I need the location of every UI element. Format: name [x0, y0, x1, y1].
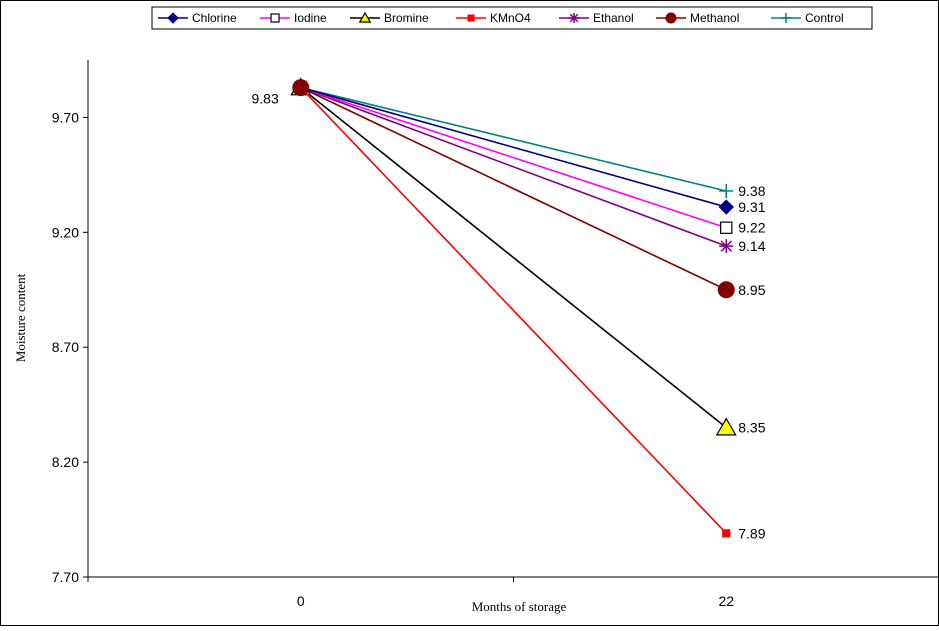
y-tick-label: 7.70: [52, 569, 79, 585]
legend-entry: Chlorine: [158, 11, 237, 25]
data-point: [719, 183, 734, 198]
legend-label: Chlorine: [192, 11, 237, 25]
series-line: [300, 86, 727, 291]
legend-label: KMnO4: [490, 11, 531, 25]
data-point: [720, 221, 733, 234]
end-value-label: 8.35: [738, 420, 765, 436]
series-layer: [290, 77, 737, 538]
legend-label: Iodine: [294, 11, 327, 25]
legend-entry: Iodine: [260, 11, 327, 25]
series-methanol: [292, 79, 735, 299]
data-point: [781, 13, 791, 23]
end-value-label: 9.22: [738, 220, 765, 236]
data-point: [167, 12, 179, 24]
end-value-label: 9.14: [738, 238, 765, 254]
series-line: [300, 86, 727, 429]
data-point: [715, 417, 737, 436]
series-line: [300, 87, 727, 534]
series-line: [300, 86, 727, 208]
legend-entry: KMnO4: [456, 11, 531, 25]
data-point: [665, 12, 677, 24]
data-point: [717, 281, 735, 299]
legend-label: Ethanol: [593, 11, 634, 25]
x-tick-label: 0: [297, 593, 305, 609]
legend: Chlorine Iodine Bromine KMnO4 Ethanol Methano…: [151, 6, 873, 30]
end-value-label: 9.31: [738, 199, 765, 215]
end-value-label: 7.89: [738, 525, 765, 541]
data-point: [358, 11, 372, 23]
y-tick-label: 9.70: [52, 109, 79, 125]
legend-label: Control: [805, 11, 844, 25]
legend-entry: Bromine: [350, 11, 429, 25]
data-point: [292, 79, 310, 97]
y-tick-label: 8.20: [52, 454, 79, 470]
data-labels: 9.83 9.31 9.22 8.35 7.89 9.14 8.95 9.38: [252, 91, 766, 542]
start-value-label: 9.83: [252, 91, 279, 107]
data-point: [270, 13, 280, 23]
data-point: [719, 239, 734, 254]
series-line: [300, 86, 727, 229]
data-point: [722, 529, 731, 538]
series-line: [300, 86, 727, 192]
y-axis-title: Moisture content: [13, 273, 28, 362]
legend-entry: Methanol: [656, 11, 739, 25]
data-point: [569, 13, 579, 23]
legend-label: Methanol: [690, 11, 739, 25]
x-tick-label: 22: [718, 593, 734, 609]
y-tick-labels: 7.70 8.20 8.70 9.20 9.70: [52, 109, 79, 585]
end-value-label: 8.95: [738, 282, 765, 298]
data-point: [718, 199, 734, 215]
series-line: [300, 86, 727, 247]
legend-label: Bromine: [384, 11, 429, 25]
x-tick-labels: 0 22: [297, 593, 734, 609]
legend-entry: Ethanol: [559, 11, 634, 25]
y-tick-label: 9.20: [52, 224, 79, 240]
y-tick-label: 8.70: [52, 339, 79, 355]
end-value-label: 9.38: [738, 183, 765, 199]
legend-box: [151, 6, 873, 30]
data-point: [467, 14, 475, 22]
x-axis-title: Months of storage: [472, 599, 567, 614]
legend-entry: Control: [771, 11, 844, 25]
axes: [83, 60, 939, 582]
